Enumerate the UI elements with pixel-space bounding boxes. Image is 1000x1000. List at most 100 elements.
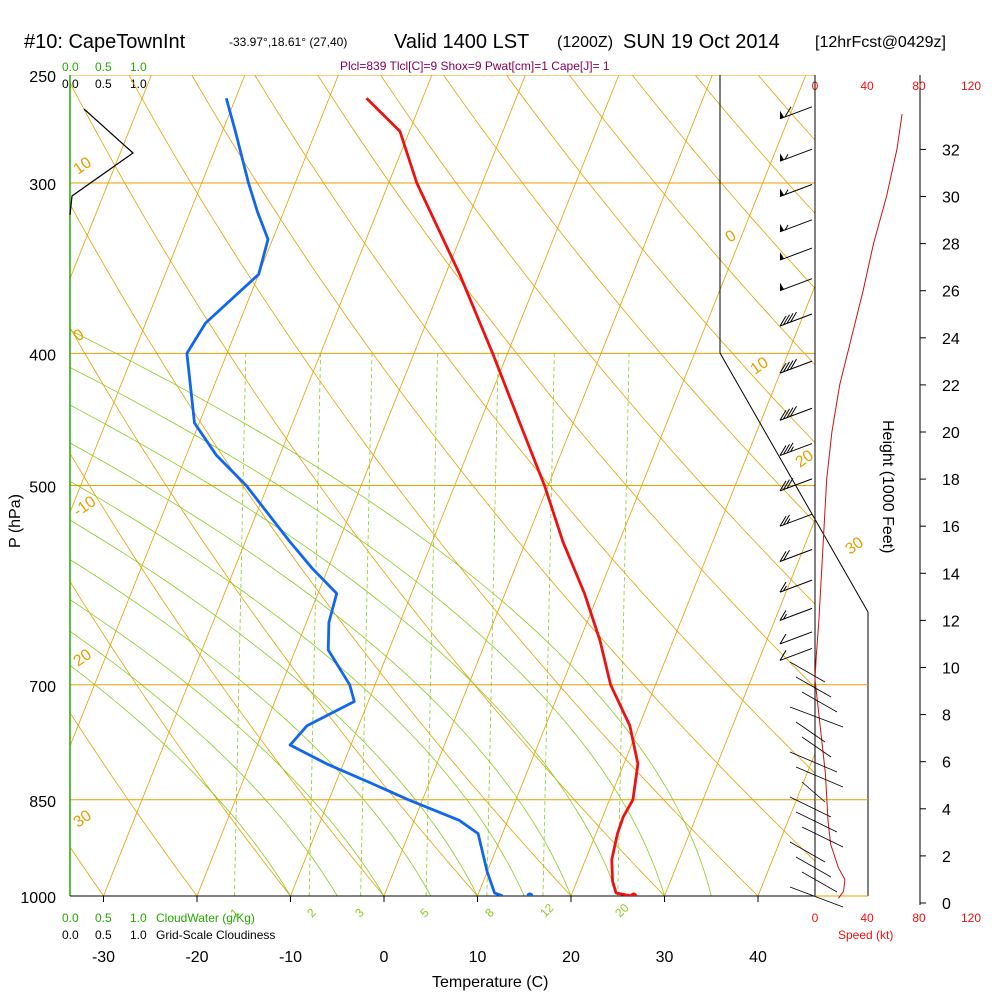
cloudiness-bottom-2: 1.0 — [130, 928, 147, 942]
dewpoint-surface-marker — [526, 892, 534, 896]
moist-adiabat-line — [70, 664, 291, 896]
cloudiness-scale-2: 1.0 — [130, 77, 147, 91]
wind-barb — [779, 106, 813, 120]
wind-barb-pennant — [780, 223, 784, 232]
mixing-ratio-line — [360, 353, 373, 896]
wind-barb — [779, 219, 813, 233]
low-level-wind-barb — [789, 841, 826, 863]
dry-adiabat-line — [70, 711, 198, 896]
dry-adiabat-line — [70, 326, 478, 896]
dry-adiabat-label: 30 — [71, 807, 95, 831]
height-tick-label: 26 — [942, 284, 960, 301]
wind-barb-shaft — [779, 313, 813, 327]
low-level-wind-barb — [795, 676, 832, 698]
wind-barb — [779, 184, 813, 197]
wind-barb — [779, 513, 813, 527]
temperature-tick-label: 20 — [562, 949, 580, 966]
pressure-tick-label: 400 — [29, 347, 56, 364]
stability-indices: Plcl=839 Tlcl[C]=9 Shox=9 Pwat[cm]=1 Cap… — [340, 59, 610, 73]
pressure-tick-label: 300 — [29, 177, 56, 194]
wind-barb-shaft — [779, 278, 813, 292]
dry-adiabat-label: 0 — [723, 227, 740, 246]
speed-tick-label-bottom: 80 — [912, 911, 926, 925]
wind-barb-shaft — [779, 148, 813, 162]
cloudwater-bottom-2: 1.0 — [130, 911, 147, 925]
dry-adiabat-line — [821, 75, 1000, 896]
moist-adiabat-line — [70, 329, 712, 896]
wind-barb-flag — [779, 409, 787, 421]
mixing-ratio-label: 3 — [352, 905, 367, 920]
height-tick-label: 18 — [942, 472, 960, 489]
wind-barb-flag — [779, 515, 787, 527]
wind-barb — [779, 647, 813, 661]
wind-barb — [779, 311, 813, 327]
wind-barb — [779, 579, 813, 593]
wind-barb — [779, 278, 813, 292]
wind-barb-flag — [790, 406, 797, 417]
valid-time: Valid 1400 LST — [394, 31, 529, 53]
wind-panel-frame — [719, 75, 869, 896]
low-level-wind-barb — [789, 706, 844, 728]
temperature-tick-label: -30 — [92, 949, 115, 966]
wind-barb — [779, 607, 813, 621]
speed-axis-title: Speed (kt) — [838, 928, 893, 942]
height-tick-label: 10 — [942, 661, 960, 678]
temperature-tick-label: -20 — [185, 949, 208, 966]
dry-adiabat-line — [443, 75, 815, 524]
wind-barb-shaft — [779, 478, 813, 492]
wind-speed-profile-line — [814, 114, 903, 899]
height-tick-label: 20 — [942, 425, 960, 442]
wind-barb-half-flag — [786, 518, 791, 524]
low-level-wind-barb — [795, 856, 832, 878]
speed-tick-label-bottom: 40 — [860, 911, 874, 925]
low-level-wind-barb — [795, 766, 844, 788]
wind-barb-shaft — [779, 443, 813, 457]
cloudwater-scale-0: 0.0 — [62, 60, 79, 74]
speed-tick-label-bottom: 120 — [961, 911, 981, 925]
wind-barb — [779, 406, 813, 421]
dry-adiabat-line — [70, 203, 572, 896]
isotherm-line — [664, 518, 815, 896]
wind-barb-flag — [779, 362, 787, 374]
wind-barb-shaft — [779, 106, 813, 120]
low-level-wind-barb — [789, 661, 826, 683]
wind-barb-flag — [779, 315, 787, 327]
wind-barb-pennant — [780, 252, 784, 261]
dry-adiabat-line — [380, 75, 815, 605]
temperature-tick-label: 30 — [656, 949, 674, 966]
wind-barb-shaft — [779, 407, 813, 421]
wind-barb-half-flag — [783, 585, 787, 592]
dry-adiabat-line — [70, 452, 385, 896]
y-axis-title: P (hPa) — [7, 494, 24, 548]
pressure-tick-label: 850 — [29, 794, 56, 811]
wind-barb-half-flag — [790, 446, 794, 452]
wind-barb-shaft — [779, 607, 813, 621]
low-level-wind-barb — [795, 811, 838, 833]
moist-adiabat-line — [70, 630, 338, 896]
low-level-wind-barb — [795, 721, 826, 743]
temperature-tick-label: 40 — [749, 949, 767, 966]
wind-barb-shaft — [779, 360, 813, 374]
cloudiness-label: Grid-Scale Cloudiness — [156, 928, 275, 942]
wind-barb-flag — [786, 442, 794, 454]
cloudwater-scale-2: 1.0 — [130, 60, 147, 74]
height-tick-label: 16 — [942, 519, 960, 536]
mixing-ratio-label: 8 — [482, 905, 497, 920]
mixing-ratio-line — [425, 353, 438, 896]
wind-barb-flag — [786, 313, 794, 324]
dry-adiabat-line — [70, 81, 665, 896]
height-tick-label: 8 — [942, 708, 951, 725]
cloudiness-bottom-0: 0.0 — [62, 928, 79, 942]
dry-adiabat-line — [506, 75, 815, 444]
moist-adiabat-line — [70, 367, 665, 896]
dry-adiabat-label: -10 — [71, 493, 100, 520]
cloudwater-bottom-0: 0.0 — [62, 911, 79, 925]
wind-barb-pennant — [780, 153, 784, 162]
cloud-scale-bottom: 0.0 0.5 1.0 CloudWater (g/Kg) 0.0 0.5 1.… — [62, 911, 275, 942]
isotherm-line — [757, 752, 815, 896]
pressure-tick-label: 500 — [29, 480, 56, 497]
temperature-tick-label: 10 — [469, 949, 487, 966]
wind-barb-pennant — [780, 110, 784, 119]
speed-tick-label-bottom: 0 — [812, 911, 819, 925]
